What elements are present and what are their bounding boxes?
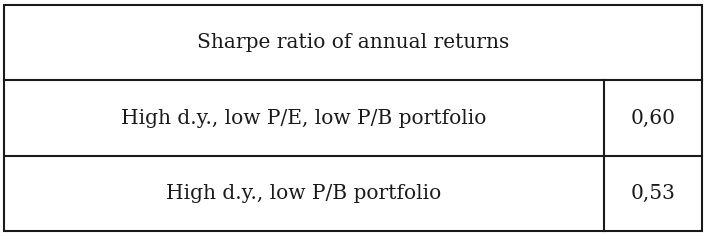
Text: 0,53: 0,53 xyxy=(630,184,676,203)
Text: Sharpe ratio of annual returns: Sharpe ratio of annual returns xyxy=(197,33,509,52)
Text: 0,60: 0,60 xyxy=(630,109,676,127)
Text: High d.y., low P/E, low P/B portfolio: High d.y., low P/E, low P/B portfolio xyxy=(121,109,486,127)
Text: High d.y., low P/B portfolio: High d.y., low P/B portfolio xyxy=(166,184,441,203)
